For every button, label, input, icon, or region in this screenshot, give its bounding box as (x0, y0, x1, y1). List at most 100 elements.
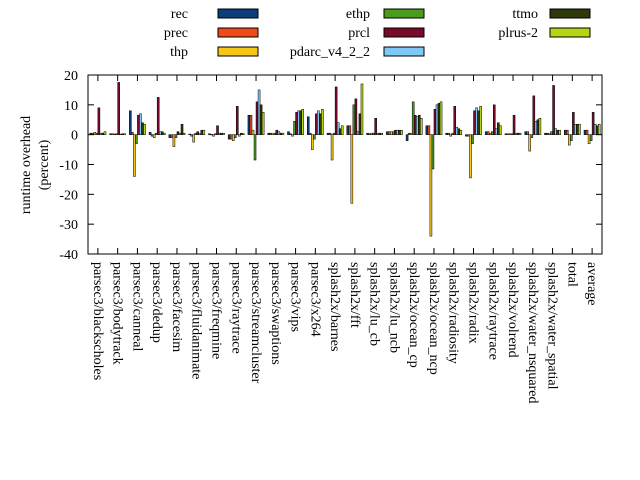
bar-ethp-splash2x/barnes (332, 132, 336, 135)
bar-pdarc_v4_2_2-splash2x/lu_ncb (396, 129, 399, 135)
legend: rec prec thp ethp prcl pdarc_v4_2_2 ttmo plrus-… (164, 7, 591, 60)
bar-ethp-parsec3/dedup (154, 132, 158, 135)
bar-prec-parsec3/freqmine (210, 134, 213, 136)
bar-prec-splash2x/raytrace (486, 131, 490, 135)
plot-frame (87, 74, 603, 255)
bar-thp-parsec3/fluidanimate (192, 134, 195, 143)
bar-thp-splash2x/fft (350, 134, 354, 204)
bar-thp-parsec3/facesim (172, 134, 176, 147)
bar-plrus-2-average (597, 123, 601, 135)
x-axis: parsec3/blackscholes parsec3/bodytrack par… (90, 75, 599, 404)
y-tick-label: -30 (59, 218, 78, 233)
bar-prec-splash2x/lu_ncb (388, 131, 391, 135)
y-tick-label: -40 (59, 248, 78, 263)
bar-ttmo-splash2x/water_nsquared (536, 119, 540, 135)
bar-thp-splash2x/volrend (508, 133, 512, 135)
bar-ttmo-parsec3/vips (299, 110, 302, 135)
bar-rec-splash2x/water_spatial (544, 132, 547, 135)
x-tick-label: parsec3/freqmine (209, 262, 224, 359)
bar-prec-parsec3/fluidanimate (190, 134, 193, 137)
bar-pdarc_v4_2_2-splash2x/water_nsquared (534, 120, 538, 135)
y-axis-label-unit: (percent) (37, 139, 52, 190)
bar-ttmo-splash2x/volrend (516, 132, 520, 135)
bar-pdarc_v4_2_2-splash2x/radiosity (455, 126, 459, 135)
bar-prcl-total (572, 112, 575, 135)
bar-plrus-2-splash2x/barnes (340, 125, 344, 135)
bar-ttmo-splash2x/fft (358, 113, 362, 135)
bar-rec-splash2x/fft (346, 125, 350, 135)
bar-pdarc_v4_2_2-average (593, 123, 597, 135)
bar-thp-parsec3/vips (291, 134, 294, 137)
x-tick-label: splash2x/barnes (327, 262, 342, 351)
bar-thp-parsec3/canneal (133, 134, 136, 177)
bar-prec-splash2x/ocean_ncp (427, 125, 431, 135)
x-tick-label: splash2x/fft (347, 262, 362, 328)
bar-prec-splash2x/ocean_cp (407, 132, 411, 135)
bar-ethp-parsec3/x264 (313, 134, 316, 140)
bar-rec-parsec3/dedup (148, 132, 152, 135)
bar-ethp-parsec3/freqmine (214, 133, 217, 135)
bar-pdarc_v4_2_2-parsec3/facesim (178, 132, 182, 135)
bar-ttmo-splash2x/lu_ncb (398, 129, 401, 135)
bar-plrus-2-splash2x/ocean_cp (420, 118, 423, 135)
bar-prec-splash2x/fft (348, 125, 352, 135)
bar-prec-splash2x/barnes (328, 132, 332, 135)
bar-rec-parsec3/vips (287, 131, 290, 135)
x-tick-label: total (564, 262, 579, 287)
bar-prcl-splash2x/ocean_cp (413, 115, 417, 135)
bar-ttmo-parsec3/bodytrack (121, 133, 124, 135)
bar-thp-splash2x/radiosity (449, 134, 452, 137)
bar-pdarc_v4_2_2-splash2x/volrend (514, 132, 518, 135)
bar-plrus-2-parsec3/dedup (163, 132, 166, 135)
bar-prcl-parsec3/freqmine (216, 125, 219, 135)
bar-prcl-parsec3/x264 (315, 113, 318, 135)
bar-rec-parsec3/swaptions (267, 132, 270, 135)
bar-prcl-splash2x/raytrace (493, 104, 496, 135)
bar-prcl-parsec3/dedup (156, 97, 160, 135)
bar-prcl-parsec3/blackscholes (97, 107, 101, 135)
legend-swatch (217, 8, 259, 19)
bar-ethp-parsec3/streamcluster (253, 134, 257, 161)
bar-ttmo-parsec3/canneal (141, 122, 144, 135)
x-tick-label: splash2x/volrend (505, 262, 520, 358)
legend-swatch (217, 27, 259, 38)
legend-swatch (383, 46, 425, 57)
x-tick-label: splash2x/lu_cb (367, 262, 382, 346)
bar-prcl-splash2x/radiosity (453, 106, 457, 135)
bar-pdarc_v4_2_2-parsec3/raytrace (238, 134, 241, 137)
bar-pdarc_v4_2_2-parsec3/streamcluster (257, 89, 261, 135)
bar-thp-splash2x/lu_ncb (390, 131, 393, 135)
bar-ttmo-splash2x/barnes (338, 128, 342, 135)
bar-rec-splash2x/barnes (326, 132, 330, 135)
bar-prec-parsec3/streamcluster (249, 115, 253, 135)
bar-pdarc_v4_2_2-parsec3/blackscholes (99, 132, 103, 135)
bar-plrus-2-parsec3/raytrace (242, 133, 245, 135)
bar-pdarc_v4_2_2-parsec3/canneal (139, 113, 142, 135)
bar-prcl-splash2x/volrend (512, 115, 516, 135)
bar-prcl-splash2x/barnes (334, 86, 338, 135)
bar-pdarc_v4_2_2-splash2x/barnes (336, 122, 340, 135)
x-tick-label: splash2x/ocean_ncp (426, 262, 441, 375)
bar-ttmo-parsec3/fluidanimate (200, 129, 204, 135)
y-tick-label: 20 (64, 69, 78, 84)
bar-ethp-parsec3/fluidanimate (194, 132, 197, 135)
x-tick-label: parsec3/x264 (307, 262, 322, 337)
bar-ethp-parsec3/swaptions (273, 132, 277, 135)
bar-plrus-2-total (578, 123, 581, 135)
bar-thp-splash2x/water_nsquared (528, 134, 532, 152)
bar-prec-parsec3/swaptions (269, 132, 273, 135)
bar-thp-parsec3/freqmine (212, 134, 215, 137)
legend-entry-ttmo: ttmo (512, 7, 591, 22)
bar-pdarc_v4_2_2-splash2x/radix (475, 107, 478, 135)
bar-pdarc_v4_2_2-parsec3/fluidanimate (198, 133, 202, 135)
bar-thp-parsec3/streamcluster (251, 129, 255, 135)
legend-label: rec (171, 7, 188, 22)
bar-plrus-2-splash2x/fft (360, 83, 364, 135)
bar-ttmo-parsec3/raytrace (240, 132, 243, 135)
bar-prec-parsec3/dedup (150, 134, 154, 137)
bar-pdarc_v4_2_2-parsec3/swaptions (277, 131, 281, 135)
legend-label: prec (164, 26, 188, 41)
bar-prcl-splash2x/lu_ncb (394, 129, 397, 135)
bar-prcl-parsec3/bodytrack (117, 82, 120, 135)
bar-plrus-2-parsec3/canneal (143, 123, 146, 135)
